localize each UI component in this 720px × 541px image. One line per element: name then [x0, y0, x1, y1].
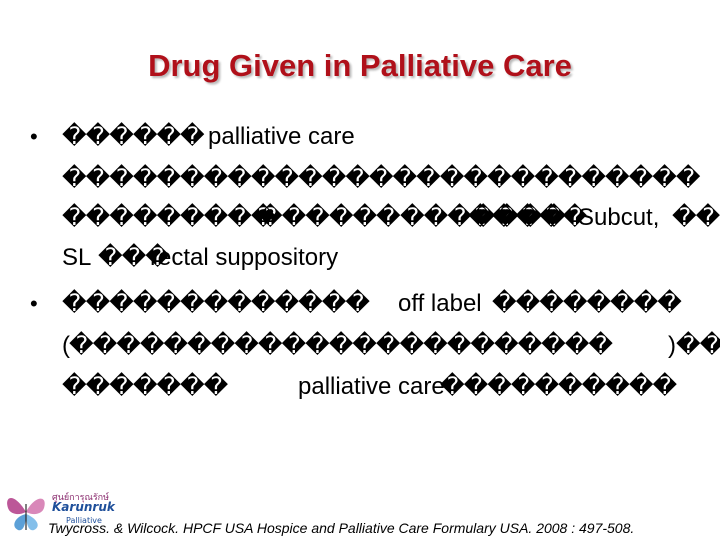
thai-text: ���	[98, 244, 170, 271]
thai-text: �����	[468, 204, 587, 231]
logo-brand-text: Karunruk	[52, 500, 115, 514]
english-term: rectal suppository	[150, 244, 339, 271]
thai-text: ������	[258, 204, 401, 231]
text-line-3: ��������� ������ ������� ����� Subcut, �…	[0, 203, 720, 233]
text-line-4: SL ��� rectal suppository	[0, 243, 720, 273]
english-term: off label	[398, 290, 482, 317]
thai-text: ��������	[492, 290, 682, 317]
thai-text: ���������	[62, 204, 275, 231]
thai-text: ����������	[440, 373, 677, 400]
english-term: palliative care	[208, 123, 355, 150]
text-line-7: ������� palliative care ����������	[0, 372, 720, 402]
karunruk-logo: ศูนย์การุณรักษ์ Karunruk Palliative	[4, 486, 115, 536]
thai-text: �������	[400, 204, 566, 231]
text-line-6: (����������������������� ) ��	[0, 331, 720, 361]
thai-text: �������	[62, 373, 228, 400]
bullet-marker: •	[30, 124, 38, 149]
butterfly-icon	[7, 498, 45, 531]
logo-sub-text: Palliative	[66, 516, 102, 525]
english-term: palliative care	[298, 373, 445, 400]
english-term: SL	[62, 244, 92, 271]
thai-text: �������������	[62, 290, 370, 317]
thai-text: ������	[62, 123, 205, 150]
paren-close: )	[668, 332, 676, 359]
thai-text: ��	[676, 332, 720, 359]
text-line-2: ���������������������������	[0, 164, 720, 194]
thai-text: ��	[672, 204, 720, 231]
logo-thai-text: ศูนย์การุณรักษ์	[52, 493, 110, 503]
thai-text: ���������������������������	[62, 165, 700, 192]
english-term: Subcut,	[578, 204, 660, 231]
bullet-line-1: • ������ palliative care	[0, 122, 720, 152]
citation: Twycross. & Wilcock. HPCF USA Hospice an…	[48, 520, 635, 536]
slide-title: Drug Given in Palliative Care	[148, 48, 572, 83]
thai-text: (�����������������������	[62, 332, 613, 359]
bullet-line-5: • ������������� off label ��������	[0, 289, 720, 319]
bullet-marker: •	[30, 291, 38, 316]
